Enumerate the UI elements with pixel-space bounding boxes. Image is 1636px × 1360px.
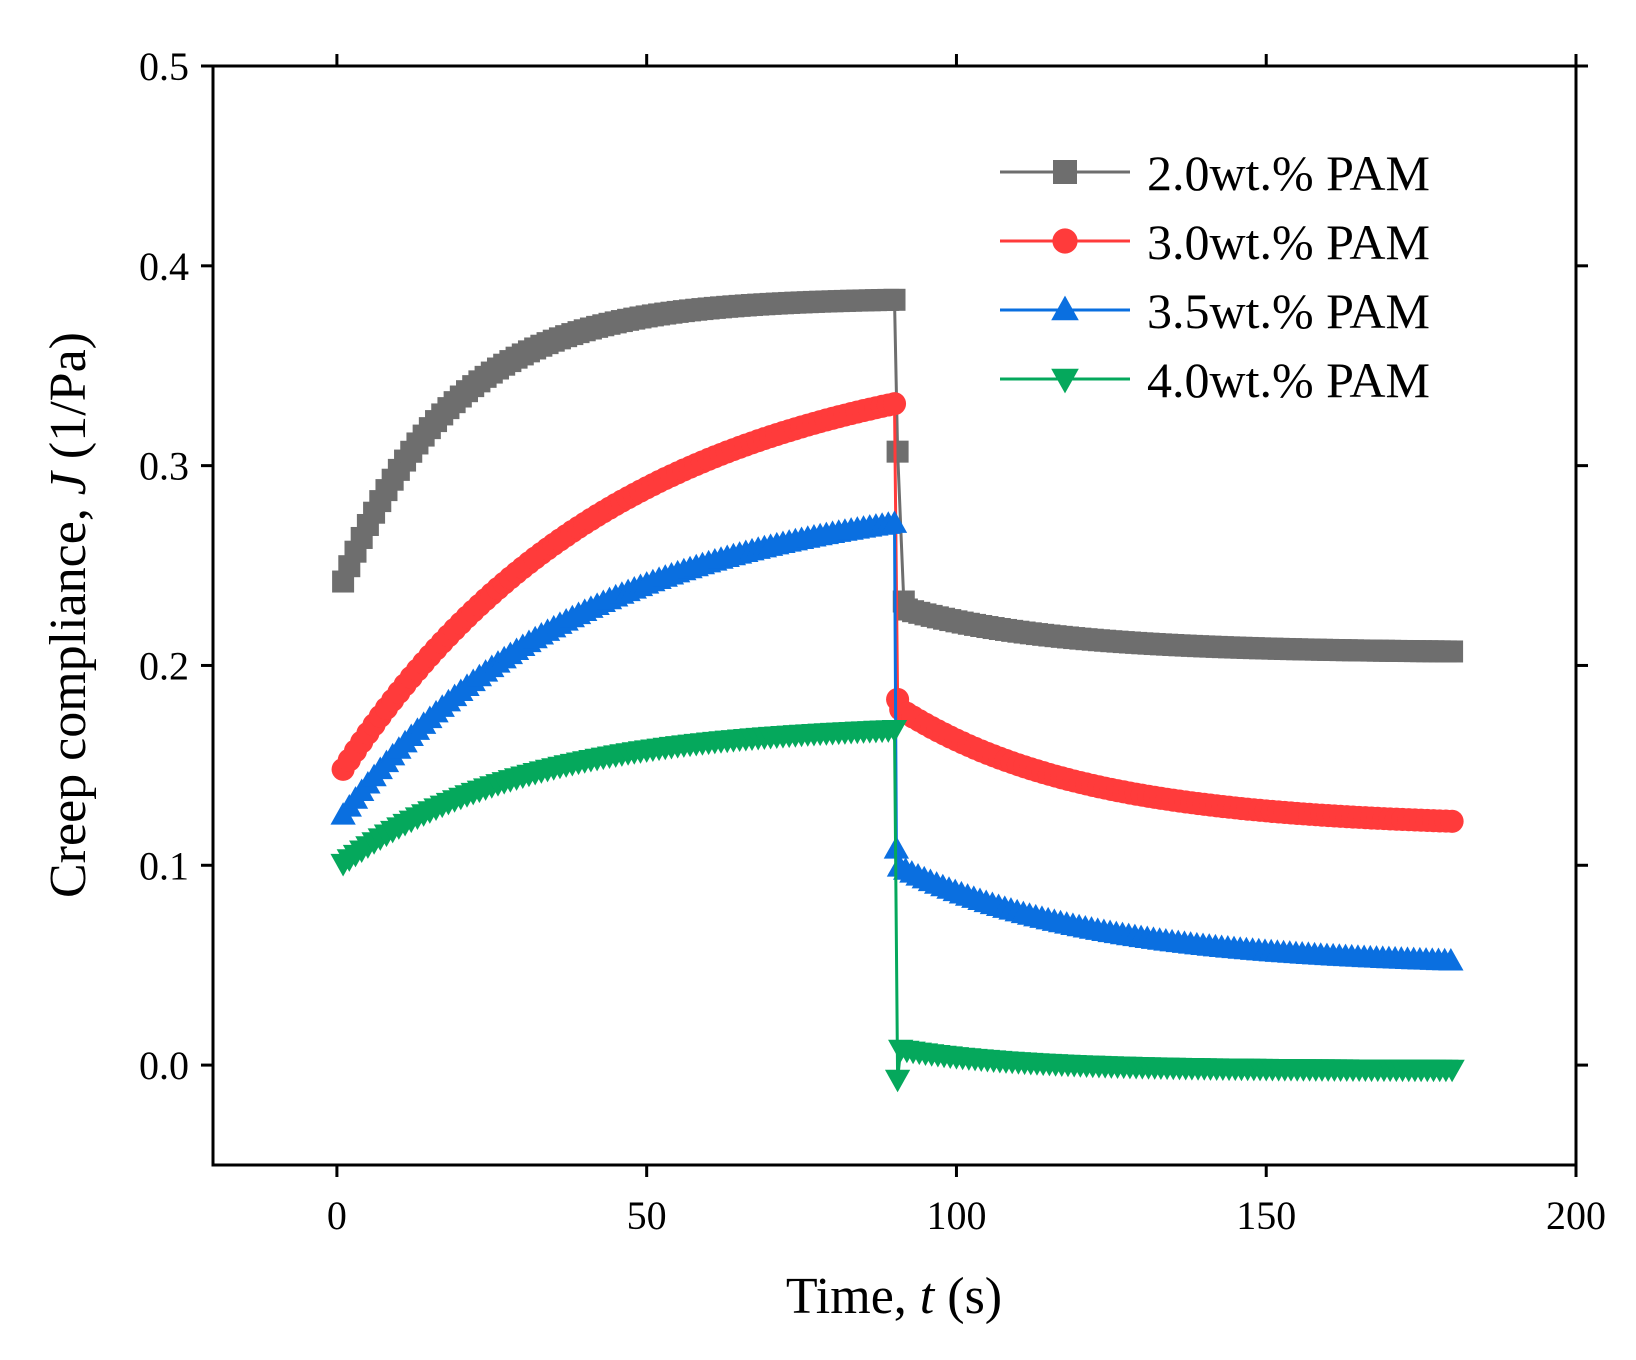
data-point	[1441, 640, 1464, 663]
legend-marker	[1051, 368, 1079, 394]
legend-marker	[1053, 160, 1077, 184]
data-point	[884, 1069, 911, 1093]
series-2	[331, 392, 1464, 833]
data-point	[886, 440, 909, 463]
y-tick-label: 0.5	[139, 44, 189, 89]
x-tick-label: 50	[627, 1193, 667, 1238]
series-4	[330, 720, 1465, 1093]
y-axis-title: Creep compliance, J (1/Pa)	[40, 332, 97, 898]
legend-label: 3.5wt.% PAM	[1147, 283, 1430, 339]
legend-marker	[1052, 228, 1078, 254]
series-layer	[330, 288, 1465, 1093]
legend: 2.0wt.% PAM 3.0wt.% PAM 3.5wt.% PAM 4.0wt.%…	[1000, 145, 1430, 408]
y-tick-label: 0.3	[139, 444, 189, 489]
data-point	[881, 720, 908, 743]
legend-item: 2.0wt.% PAM	[1000, 145, 1430, 201]
data-point	[1439, 1059, 1465, 1083]
plot-frame	[211, 64, 1578, 1167]
data-point	[883, 288, 906, 311]
legend-marker	[1051, 295, 1079, 321]
data-point	[1438, 947, 1464, 971]
legend-label: 3.0wt.% PAM	[1147, 214, 1430, 270]
legend-item: 4.0wt.% PAM	[1000, 352, 1430, 408]
x-tick-label: 0	[327, 1193, 347, 1238]
x-tick-label: 200	[1546, 1193, 1606, 1238]
y-tick-label: 0.0	[139, 1043, 189, 1088]
legend-item: 3.0wt.% PAM	[1000, 214, 1430, 270]
x-tick-label: 150	[1236, 1193, 1296, 1238]
legend-label: 4.0wt.% PAM	[1147, 352, 1430, 408]
y-tick-label: 0.4	[139, 244, 189, 289]
x-tick-label: 100	[926, 1193, 986, 1238]
series-3	[330, 510, 1464, 971]
y-tick-label: 0.2	[139, 643, 189, 688]
legend-label: 2.0wt.% PAM	[1147, 145, 1430, 201]
data-point	[1440, 809, 1464, 833]
data-point	[882, 392, 907, 416]
legend-item: 3.5wt.% PAM	[1000, 283, 1430, 339]
axes-layer: 0 50 100 150 200 0.0 0.1 0.2 0.3 0.4 0.5	[139, 44, 1606, 1238]
series-1	[332, 288, 1464, 663]
x-axis-title: Time, t (s)	[786, 1268, 1002, 1325]
y-tick-label: 0.1	[139, 843, 189, 888]
data-point	[881, 510, 908, 533]
